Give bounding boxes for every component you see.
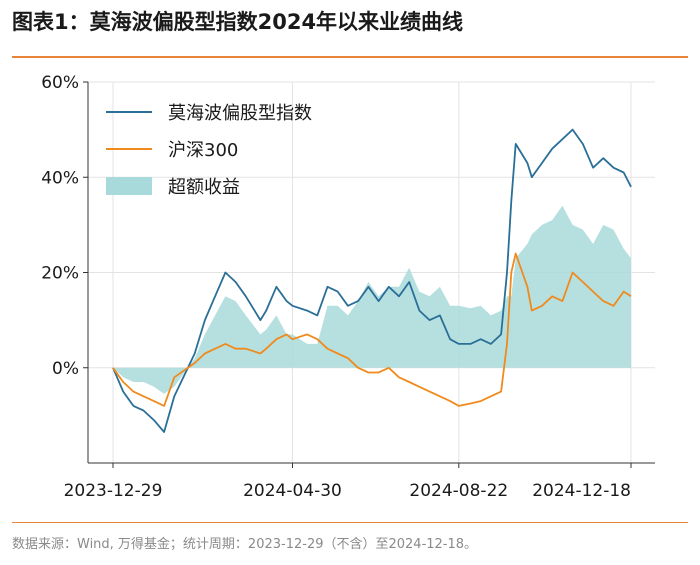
performance-chart: 0% 20% 40% 60% 2023-12-29 2024-04-30 2024-08-… xyxy=(41,73,655,501)
y-tick-label: 0% xyxy=(52,359,79,379)
series-excess-return-area xyxy=(113,205,631,394)
x-tick-label: 2024-12-18 xyxy=(532,481,631,501)
excess-return-area-layer xyxy=(113,205,631,394)
legend-label: 莫海波偏股型指数 xyxy=(168,103,312,124)
y-tick-label: 60% xyxy=(41,73,79,93)
y-tick-label: 20% xyxy=(41,264,79,284)
x-tick-label: 2023-12-29 xyxy=(64,481,163,501)
x-tick-label: 2024-08-22 xyxy=(409,481,508,501)
footer-divider xyxy=(12,522,688,523)
legend-swatch-excess xyxy=(106,177,152,195)
y-tick-labels: 0% 20% 40% 60% xyxy=(41,73,88,379)
x-tick-labels: 2023-12-29 2024-04-30 2024-08-22 2024-12-18 xyxy=(64,463,632,501)
series-line-layer xyxy=(112,128,632,433)
x-tick-label: 2024-04-30 xyxy=(243,481,342,501)
chart-title: 图表1：莫海波偏股型指数2024年以来业绩曲线 xyxy=(12,10,464,34)
title-divider xyxy=(12,56,688,58)
series-hs300-line xyxy=(112,252,632,407)
legend-label: 沪深300 xyxy=(168,140,238,161)
legend-label: 超额收益 xyxy=(168,177,240,198)
y-tick-label: 40% xyxy=(41,168,79,188)
source-note: 数据来源：Wind, 万得基金；统计周期：2023-12-29（不含）至2024… xyxy=(12,537,478,552)
series-index-line xyxy=(112,128,632,433)
